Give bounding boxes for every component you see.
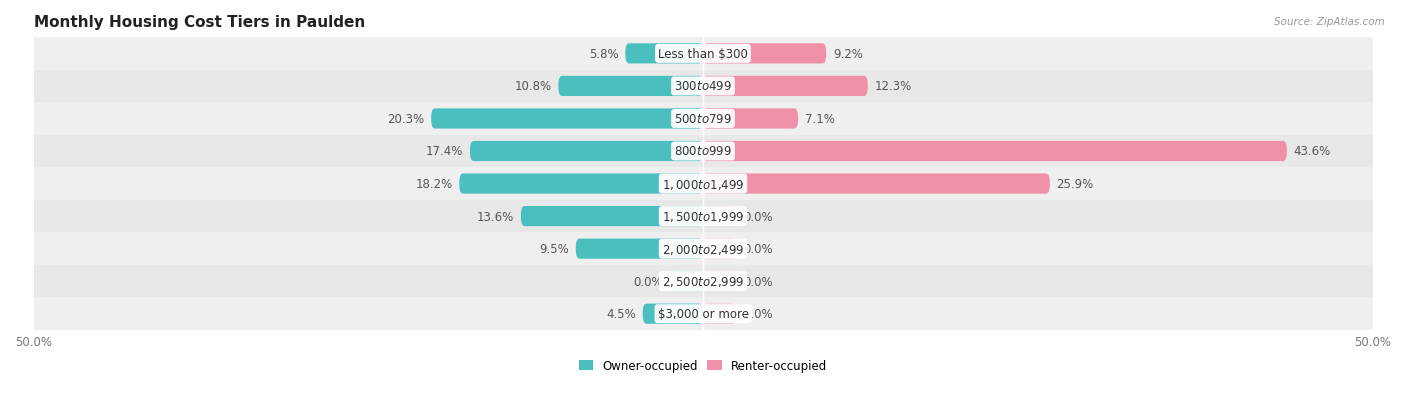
Text: $300 to $499: $300 to $499 (673, 80, 733, 93)
Text: 18.2%: 18.2% (415, 178, 453, 190)
FancyBboxPatch shape (703, 271, 737, 292)
Bar (34, 200, 1372, 233)
FancyBboxPatch shape (643, 304, 703, 324)
Text: 20.3%: 20.3% (388, 113, 425, 126)
Text: Source: ZipAtlas.com: Source: ZipAtlas.com (1274, 17, 1385, 26)
Text: 17.4%: 17.4% (426, 145, 464, 158)
Text: 25.9%: 25.9% (1056, 178, 1094, 190)
Text: 43.6%: 43.6% (1294, 145, 1330, 158)
Bar (34, 71, 1372, 103)
Text: 9.2%: 9.2% (832, 48, 863, 61)
FancyBboxPatch shape (703, 44, 827, 64)
FancyBboxPatch shape (703, 239, 737, 259)
Text: $3,000 or more: $3,000 or more (658, 307, 748, 320)
Text: $2,000 to $2,499: $2,000 to $2,499 (662, 242, 744, 256)
Text: 5.8%: 5.8% (589, 48, 619, 61)
Text: 13.6%: 13.6% (477, 210, 515, 223)
Text: $1,000 to $1,499: $1,000 to $1,499 (662, 177, 744, 191)
Text: 10.8%: 10.8% (515, 80, 551, 93)
Bar (34, 135, 1372, 168)
Text: 0.0%: 0.0% (744, 210, 773, 223)
Text: 0.0%: 0.0% (744, 242, 773, 256)
Bar (34, 38, 1372, 71)
FancyBboxPatch shape (703, 109, 799, 129)
Text: 7.1%: 7.1% (804, 113, 835, 126)
Text: $1,500 to $1,999: $1,500 to $1,999 (662, 209, 744, 223)
FancyBboxPatch shape (470, 142, 703, 162)
Text: 4.5%: 4.5% (606, 307, 636, 320)
Text: Less than $300: Less than $300 (658, 48, 748, 61)
Bar (34, 265, 1372, 298)
Text: 0.0%: 0.0% (744, 275, 773, 288)
Text: 0.0%: 0.0% (633, 275, 662, 288)
FancyBboxPatch shape (703, 77, 868, 97)
FancyBboxPatch shape (460, 174, 703, 194)
FancyBboxPatch shape (626, 44, 703, 64)
Text: 12.3%: 12.3% (875, 80, 911, 93)
FancyBboxPatch shape (576, 239, 703, 259)
FancyBboxPatch shape (703, 304, 737, 324)
Legend: Owner-occupied, Renter-occupied: Owner-occupied, Renter-occupied (574, 354, 832, 377)
Text: Monthly Housing Cost Tiers in Paulden: Monthly Housing Cost Tiers in Paulden (34, 15, 364, 30)
Bar (34, 298, 1372, 330)
FancyBboxPatch shape (520, 206, 703, 227)
Bar (34, 103, 1372, 135)
FancyBboxPatch shape (432, 109, 703, 129)
Bar (34, 233, 1372, 265)
Text: $800 to $999: $800 to $999 (673, 145, 733, 158)
Text: $2,500 to $2,999: $2,500 to $2,999 (662, 275, 744, 288)
Text: 0.0%: 0.0% (744, 307, 773, 320)
Text: 9.5%: 9.5% (540, 242, 569, 256)
FancyBboxPatch shape (703, 142, 1286, 162)
FancyBboxPatch shape (703, 174, 1050, 194)
FancyBboxPatch shape (669, 271, 703, 292)
FancyBboxPatch shape (558, 77, 703, 97)
Bar (34, 168, 1372, 200)
Text: $500 to $799: $500 to $799 (673, 113, 733, 126)
FancyBboxPatch shape (703, 206, 737, 227)
